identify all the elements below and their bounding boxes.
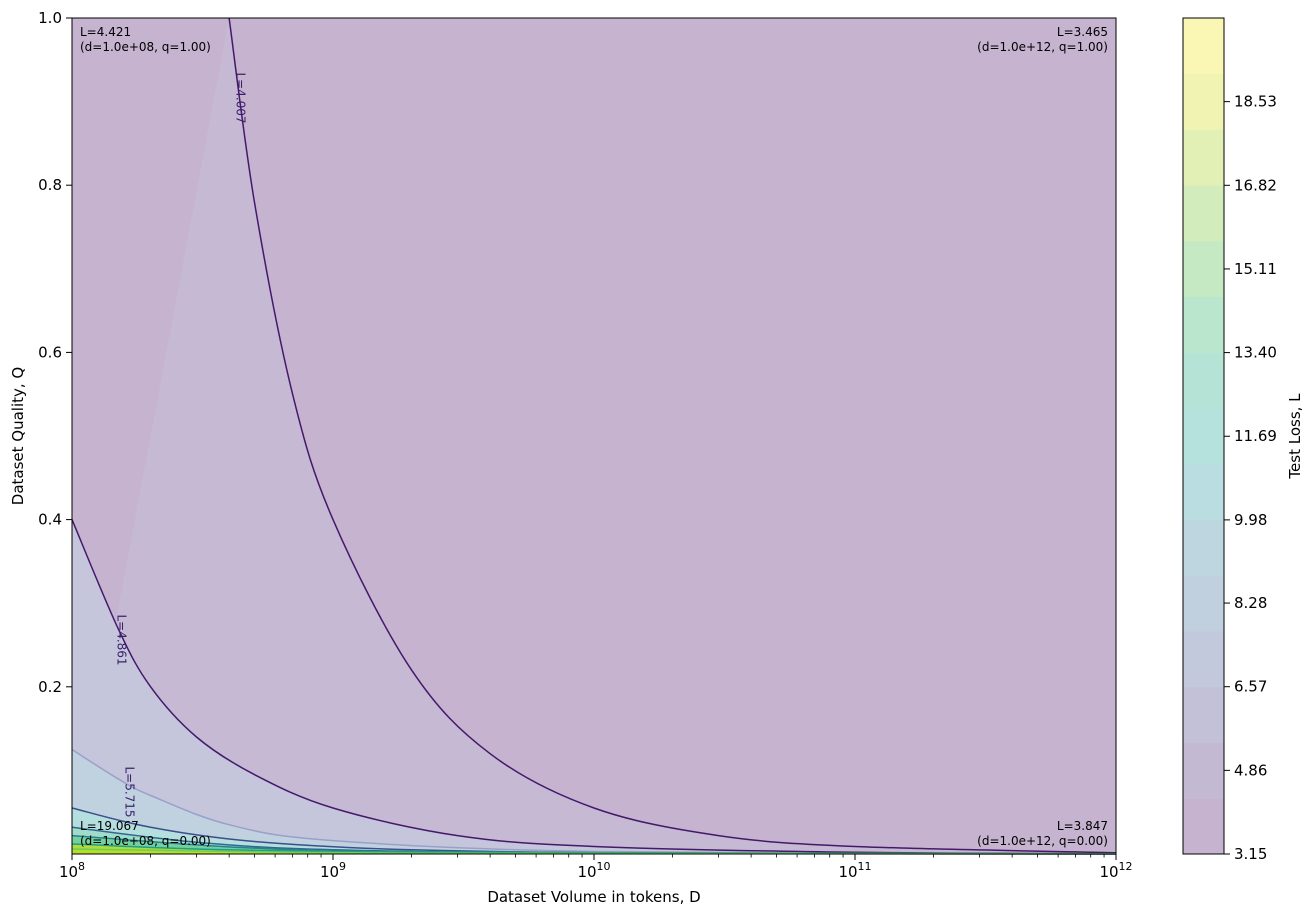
annotation-coords: (d=1.0e+12, q=1.00) [977,40,1108,54]
colorbar-band [1183,798,1224,855]
contour-label: L=4.861 [115,614,129,665]
colorbar-band [1183,631,1224,688]
colorbar-tick-label: 11.69 [1234,427,1277,445]
y-tick-label: 0.4 [38,511,62,529]
annotation-loss: L=3.847 [1057,819,1108,833]
contour-label: L=5.715 [123,766,137,817]
colorbar-band [1183,742,1224,799]
annotation-coords: (d=1.0e+08, q=0.00) [80,834,211,848]
colorbar-band [1183,463,1224,521]
colorbar-band [1183,686,1224,744]
colorbar-tick-label: 16.82 [1234,176,1277,194]
x-tick-label: 1011 [838,860,871,881]
colorbar-tick-label: 4.86 [1234,761,1267,779]
contour-line [228,17,1117,854]
colorbar-tick-label: 13.40 [1234,344,1277,362]
colorbar-tick-label: 6.57 [1234,678,1267,696]
y-tick-label: 0.8 [38,176,62,194]
x-axis-ticks: 108 109 1010 1011 1012 [59,854,1133,881]
annotation-loss: L=4.421 [80,25,131,39]
colorbar-tick-label: 8.28 [1234,594,1267,612]
colorbar-band [1183,129,1224,186]
colorbar-band [1183,575,1224,632]
y-tick-label: 0.2 [38,678,62,696]
corner-annotations: L=4.421(d=1.0e+08, q=1.00)L=3.465(d=1.0e… [80,25,1108,848]
colorbar-tick-label: 15.11 [1234,260,1277,278]
colorbar-tick-label: 18.53 [1234,93,1277,111]
y-axis-label: Dataset Quality, Q [9,367,27,505]
x-tick-label: 108 [59,860,85,881]
annotation-loss: L=3.465 [1057,25,1108,39]
colorbar-label: Test Loss, L [1286,393,1304,480]
colorbar-band [1183,352,1224,409]
x-tick-label: 1012 [1099,860,1132,881]
y-axis-ticks: 0.2 0.4 0.6 0.8 1.0 [38,9,72,696]
colorbar-tick-label: 3.15 [1234,845,1267,863]
annotation-coords: (d=1.0e+08, q=1.00) [80,40,211,54]
annotation-loss: L=19.067 [80,819,139,833]
colorbar-band [1183,296,1224,353]
annotation-coords: (d=1.0e+12, q=0.00) [977,834,1108,848]
colorbar: 3.15 4.86 6.57 8.28 9.98 11.69 13.40 15.11 16.82… [1182,17,1277,863]
y-tick-label: 0.6 [38,343,62,361]
contour-fill-band [72,18,1116,854]
x-tick-label: 1010 [577,860,610,881]
colorbar-band [1183,185,1224,242]
colorbar-band [1183,408,1224,465]
y-tick-label: 1.0 [38,9,62,27]
contour-line [71,519,1117,855]
colorbar-band [1183,73,1224,130]
contour-label: L=4.007 [234,72,248,123]
colorbar-band [1183,519,1224,576]
contour-labels: L=4.007 L=4.861 L=5.715 [115,72,248,817]
colorbar-tick-label: 9.98 [1234,511,1267,529]
colorbar-band [1183,240,1224,298]
colorbar-band [1183,18,1224,75]
x-axis-label: Dataset Volume in tokens, D [487,888,700,906]
x-tick-label: 109 [320,860,346,881]
